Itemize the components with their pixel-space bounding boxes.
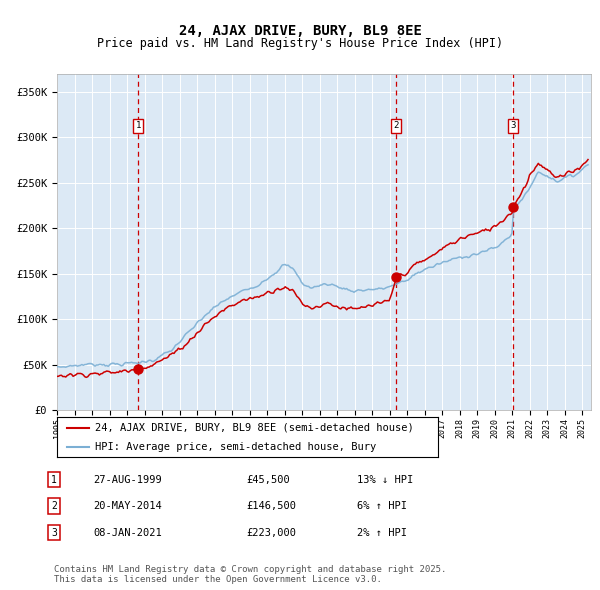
Text: £146,500: £146,500 (246, 502, 296, 511)
Text: 24, AJAX DRIVE, BURY, BL9 8EE (semi-detached house): 24, AJAX DRIVE, BURY, BL9 8EE (semi-deta… (95, 423, 414, 433)
Text: 27-AUG-1999: 27-AUG-1999 (93, 475, 162, 484)
Text: 08-JAN-2021: 08-JAN-2021 (93, 528, 162, 537)
Text: 3: 3 (51, 528, 57, 537)
Text: HPI: Average price, semi-detached house, Bury: HPI: Average price, semi-detached house,… (95, 442, 376, 452)
Text: 2: 2 (394, 122, 399, 130)
Text: 3: 3 (510, 122, 515, 130)
Text: 13% ↓ HPI: 13% ↓ HPI (357, 475, 413, 484)
Text: 24, AJAX DRIVE, BURY, BL9 8EE: 24, AJAX DRIVE, BURY, BL9 8EE (179, 24, 421, 38)
Text: 6% ↑ HPI: 6% ↑ HPI (357, 502, 407, 511)
Text: 2% ↑ HPI: 2% ↑ HPI (357, 528, 407, 537)
Text: 2: 2 (51, 502, 57, 511)
Text: 1: 1 (136, 122, 141, 130)
Text: Price paid vs. HM Land Registry's House Price Index (HPI): Price paid vs. HM Land Registry's House … (97, 37, 503, 50)
Text: £223,000: £223,000 (246, 528, 296, 537)
Text: £45,500: £45,500 (246, 475, 290, 484)
Text: 1: 1 (51, 475, 57, 484)
Text: 20-MAY-2014: 20-MAY-2014 (93, 502, 162, 511)
Text: Contains HM Land Registry data © Crown copyright and database right 2025.
This d: Contains HM Land Registry data © Crown c… (54, 565, 446, 584)
